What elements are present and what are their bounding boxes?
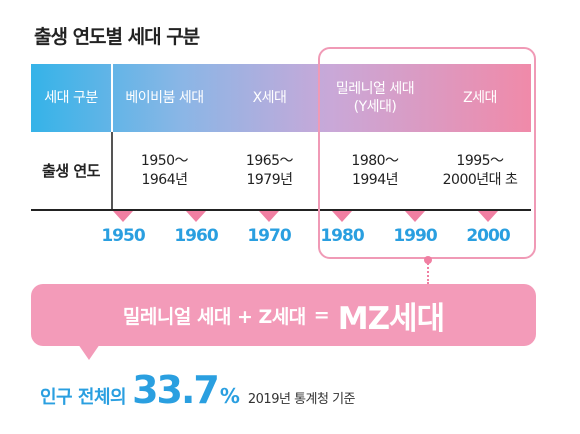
timeline-marker-1960 — [186, 211, 206, 222]
timeline-marker-1980 — [332, 211, 352, 222]
timeline-year-1960: 1960 — [174, 226, 218, 246]
timeline-year-2000: 2000 — [466, 226, 510, 246]
row-divider — [111, 132, 113, 210]
header-millennial: 밀레니얼 세대 (Y세대) — [335, 81, 415, 115]
header-babyboom: 베이비붐 세대 — [125, 90, 204, 106]
banner-equals: = — [313, 304, 330, 326]
banner-tail — [78, 344, 100, 360]
timeline-axis — [31, 209, 531, 211]
timeline-year-1970: 1970 — [247, 226, 291, 246]
birth-range-millennial: 1980～ 1994년 — [351, 153, 399, 188]
birth-range-gen-x: 1965～ 1979년 — [245, 153, 294, 188]
connector-dot — [424, 256, 432, 264]
timeline-year-1980: 1980 — [320, 226, 364, 246]
timeline-year-1950: 1950 — [101, 226, 145, 246]
timeline-marker-2000 — [478, 211, 498, 222]
timeline-year-1990: 1990 — [393, 226, 437, 246]
birth-range-gen-z: 1995～ 2000년대 초 — [442, 153, 518, 188]
header-row-label: 세대 구분 — [44, 90, 98, 106]
population-stat: 인구 전체의 33.7 % 2019년 통계청 기준 — [40, 368, 356, 412]
timeline-marker-1970 — [259, 211, 279, 222]
page-title: 출생 연도별 세대 구분 — [34, 26, 200, 48]
connector-line — [427, 260, 429, 284]
mz-banner: 밀레니얼 세대 + Z세대 = MZ세대 — [31, 284, 536, 346]
stat-value: 33.7 — [132, 368, 220, 412]
birth-row-label: 출생 연도 — [42, 161, 100, 180]
banner-result: MZ세대 — [337, 300, 445, 337]
stat-unit: % — [219, 384, 240, 408]
stat-note: 2019년 통계청 기준 — [247, 392, 356, 407]
header-gen-z: Z세대 — [463, 90, 497, 106]
stat-label: 인구 전체의 — [40, 387, 127, 408]
generation-header-bar — [31, 64, 531, 132]
header-gen-x: X세대 — [252, 90, 287, 106]
mz-highlight-box — [318, 47, 536, 259]
birth-range-babyboom: 1950～ 1964년 — [140, 153, 189, 188]
timeline-marker-1990 — [405, 211, 425, 222]
banner-left-text: 밀레니얼 세대 + Z세대 — [122, 305, 306, 328]
timeline-marker-1950 — [113, 211, 133, 222]
